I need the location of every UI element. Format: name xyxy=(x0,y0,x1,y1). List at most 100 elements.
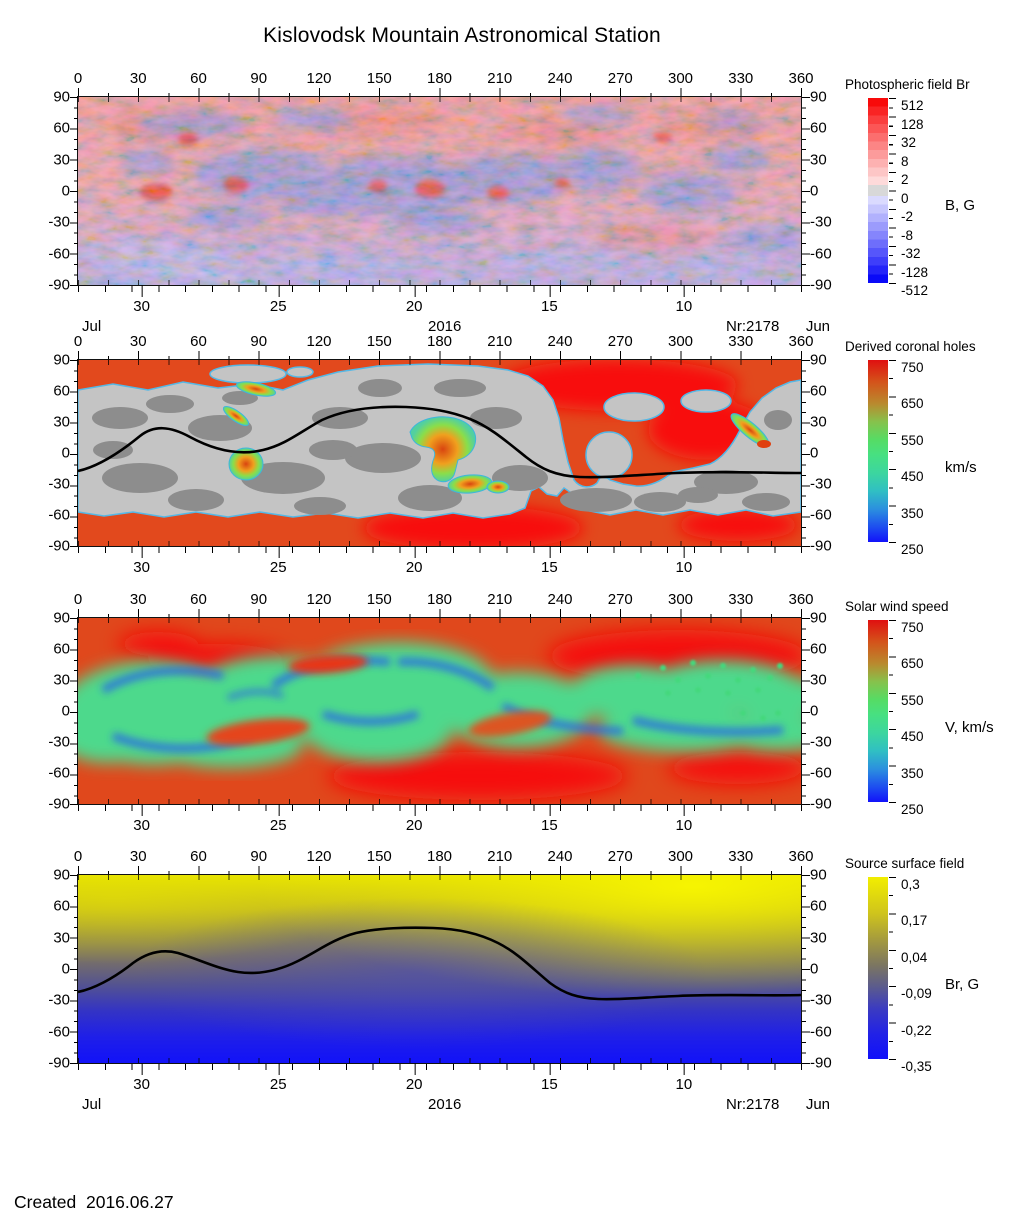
lon-tick-label: 120 xyxy=(306,333,332,350)
lat-tick-label: -60 xyxy=(48,1023,70,1041)
colorbar-tick-label: 350 xyxy=(901,505,924,521)
lon-tick-label: 270 xyxy=(607,333,633,350)
colorbar-coronal-holes: Derived coronal holes 750 650 550 450 350 250… xyxy=(845,339,1020,569)
lat-minor-ticks-right xyxy=(802,875,806,1063)
latitude-axis-left: 90 60 30 0 -30 -60 -90 xyxy=(28,89,70,294)
lon-tick-label: 30 xyxy=(129,70,147,87)
lon-tick-label: 270 xyxy=(607,848,633,865)
solar-wind-map xyxy=(77,617,802,805)
lat-tick-label: 0 xyxy=(810,182,819,200)
lat-tick-label: -30 xyxy=(810,213,832,231)
colorbar-tick-label: 0 xyxy=(901,190,909,206)
colorbar-gradient xyxy=(868,98,888,283)
longitude-axis-top: 0 30 60 90 120 150 180 210 240 270 300 330 360 xyxy=(74,848,814,865)
date-tick-label: 10 xyxy=(675,804,693,834)
lon-major-ticks xyxy=(78,609,802,618)
page-title: Kislovodsk Mountain Astronomical Station xyxy=(263,24,661,47)
lat-tick-label: -90 xyxy=(810,1054,832,1072)
lon-tick-label: 120 xyxy=(306,591,332,608)
colorbar-tick-label: 250 xyxy=(901,542,924,557)
lon-tick-label: 210 xyxy=(487,333,513,350)
panel-source-surface: 0 30 60 90 120 150 180 210 240 270 300 330 360 xyxy=(0,848,1020,1113)
lat-tick-label: 90 xyxy=(53,88,70,106)
colorbar-tick-label: 750 xyxy=(901,620,924,635)
colorbar-unit-label: B, G xyxy=(945,197,976,214)
colorbar-tick-label: 0,17 xyxy=(901,913,928,929)
lon-tick-label: 90 xyxy=(250,848,268,865)
lat-tick-label: 30 xyxy=(53,671,70,689)
lat-tick-label: -30 xyxy=(810,475,832,493)
lat-tick-label: 60 xyxy=(810,640,827,658)
colorbar-tick-labels: 750 650 550 450 350 250 xyxy=(901,620,961,817)
date-tick-label: 20 xyxy=(405,804,423,834)
date-minor-ticks xyxy=(78,805,802,811)
colorbar-tick-label: 550 xyxy=(901,432,924,448)
colorbar-gradient xyxy=(868,620,888,802)
lon-minor-ticks xyxy=(78,93,801,97)
lon-tick-label: 30 xyxy=(129,591,147,608)
lon-minor-ticks xyxy=(78,356,801,360)
colorbar-tick-label: -0,35 xyxy=(901,1059,932,1074)
colorbar-tick-label: 250 xyxy=(901,802,924,817)
colorbar-tick-label: 128 xyxy=(901,116,924,132)
colorbar-unit-label: Br, G xyxy=(945,976,980,993)
lon-tick-label: 150 xyxy=(366,70,392,87)
colorbar-gradient xyxy=(868,877,888,1059)
lat-tick-label: 30 xyxy=(53,151,70,169)
lat-major-ticks-right xyxy=(802,97,810,286)
lon-minor-ticks xyxy=(78,614,801,618)
lat-tick-label: -60 xyxy=(48,764,70,782)
colorbar-tick-labels: 512 128 32 8 2 0 -2 -8 -32 -128 -512 xyxy=(901,98,961,298)
lon-tick-label: 120 xyxy=(306,848,332,865)
lon-tick-label: 330 xyxy=(728,70,754,87)
lon-tick-label: 360 xyxy=(788,70,814,87)
lat-tick-label: -90 xyxy=(810,276,832,294)
lon-tick-label: 60 xyxy=(190,70,207,87)
latitude-axis-left: 90 60 30 0 -30 -60 -90 xyxy=(28,610,70,813)
lat-tick-label: 0 xyxy=(810,444,819,462)
inner-ticks-bottom xyxy=(78,280,801,285)
longitude-axis-top: 0 30 60 90 120 150 180 210 240 270 300 330 360 xyxy=(74,333,814,350)
date-minor-ticks xyxy=(78,547,802,553)
lon-tick-label: 360 xyxy=(788,333,814,350)
lon-tick-label: 0 xyxy=(73,591,83,608)
colorbar-minor-ticks xyxy=(889,98,893,283)
lon-tick-label: 210 xyxy=(487,591,513,608)
inner-ticks-top xyxy=(78,97,801,102)
lat-minor-ticks-right xyxy=(802,618,806,804)
colorbar-title: Solar wind speed xyxy=(845,599,949,614)
date-tick-label: 25 xyxy=(269,285,287,315)
lat-tick-label: 30 xyxy=(810,929,827,947)
colorbar-tick-label: -512 xyxy=(901,283,929,298)
lat-tick-label: 90 xyxy=(810,609,827,627)
date-minor-ticks xyxy=(78,1064,802,1070)
lon-major-ticks xyxy=(78,88,802,97)
inner-ticks-top xyxy=(78,875,801,880)
date-tick-label: 25 xyxy=(269,1063,287,1093)
photospheric-map xyxy=(77,96,802,286)
colorbar-tick-label: 550 xyxy=(901,692,924,708)
colorbar-tick-label: 32 xyxy=(901,135,917,150)
lat-tick-label: 0 xyxy=(810,960,819,978)
lat-tick-label: -30 xyxy=(48,991,70,1009)
longitude-axis-top: 0 30 60 90 120 150 180 210 240 270 300 330 360 xyxy=(74,70,814,87)
date-axis: 30 25 20 15 10 xyxy=(78,804,801,834)
colorbar-tick-labels: 750 650 550 450 350 250 xyxy=(901,360,961,557)
date-tick-label: 30 xyxy=(133,285,150,315)
latitude-axis-left: 90 60 30 0 -30 -60 -90 xyxy=(28,352,70,555)
latitude-axis-right: 90 60 30 0 -30 -60 -90 xyxy=(810,867,852,1072)
lon-tick-label: 90 xyxy=(250,70,268,87)
lat-tick-label: 0 xyxy=(61,702,70,720)
rotation-label: Nr:2178 xyxy=(726,1096,780,1113)
colorbar-tick-label: 450 xyxy=(901,729,924,745)
lat-tick-label: 30 xyxy=(53,413,70,431)
colorbar-tick-labels: 0,3 0,17 0,04 -0,09 -0,22 -0,35 xyxy=(901,877,961,1074)
lon-tick-label: 30 xyxy=(129,848,147,865)
colorbar-tick-label: -2 xyxy=(901,209,914,224)
colorbar-tick-label: 350 xyxy=(901,765,924,781)
panel-coronal-holes: 0 30 60 90 120 150 180 210 240 270 300 330 360 xyxy=(0,333,1020,578)
lon-tick-label: 240 xyxy=(547,848,573,865)
lat-tick-label: 60 xyxy=(53,382,70,400)
inner-ticks-top xyxy=(78,618,801,623)
month-left-label: Jul xyxy=(82,1096,102,1113)
